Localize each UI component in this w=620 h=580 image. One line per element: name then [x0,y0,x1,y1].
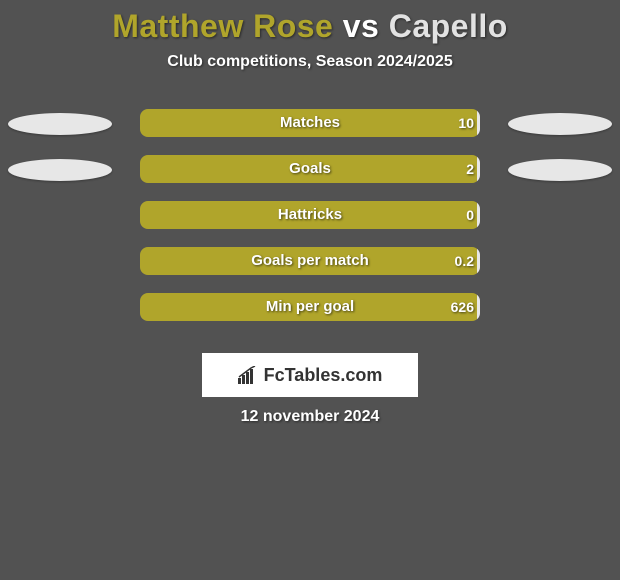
stat-label: Goals per match [140,247,480,275]
stat-row: Min per goal626 [0,293,620,321]
stat-value-right: 0 [466,201,474,229]
stat-label: Matches [140,109,480,137]
barchart-icon [238,366,260,384]
stat-row: Matches10 [0,109,620,137]
stat-label: Goals [140,155,480,183]
stat-bar: Goals [140,155,480,183]
stat-value-right: 2 [466,155,474,183]
stat-row: Goals2 [0,155,620,183]
stat-bar: Hattricks [140,201,480,229]
subtitle: Club competitions, Season 2024/2025 [0,53,620,71]
date: 12 november 2024 [0,408,620,426]
logo: FcTables.com [238,365,383,386]
stat-label: Hattricks [140,201,480,229]
title-player1: Matthew Rose [112,8,333,44]
stat-row: Hattricks0 [0,201,620,229]
player-marker-right [508,159,612,181]
title: Matthew Rose vs Capello [0,0,620,45]
title-vs: vs [343,8,380,44]
stat-rows: Matches10 Goals2 Hattricks0 Goals per match… [0,109,620,321]
comparison-infographic: Matthew Rose vs Capello Club competition… [0,0,620,580]
title-player2: Capello [389,8,508,44]
stat-value-right: 10 [458,109,474,137]
stat-bar: Matches [140,109,480,137]
player-marker-right [508,113,612,135]
logo-box: FcTables.com [202,353,418,397]
stat-row: Goals per match0.2 [0,247,620,275]
stat-value-right: 626 [451,293,474,321]
stat-bar: Min per goal [140,293,480,321]
logo-text: FcTables.com [264,365,383,386]
stat-value-right: 0.2 [455,247,474,275]
stat-bar: Goals per match [140,247,480,275]
stat-label: Min per goal [140,293,480,321]
player-marker-left [8,159,112,181]
player-marker-left [8,113,112,135]
